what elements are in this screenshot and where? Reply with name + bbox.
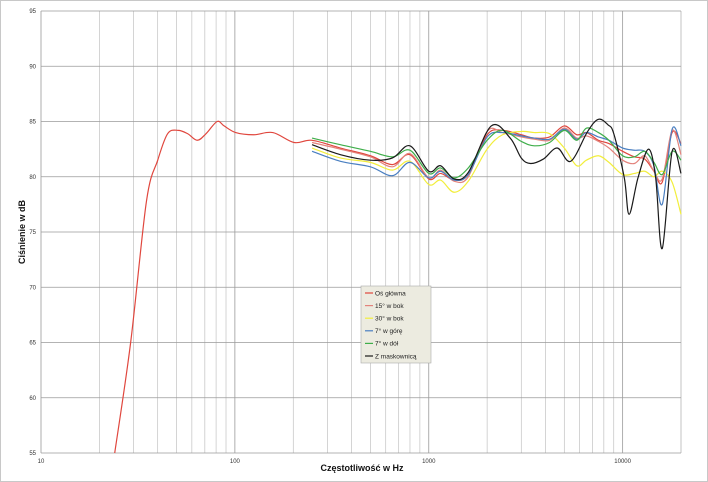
y-tick-label: 90 [29, 64, 36, 70]
x-tick-label: 100 [230, 459, 241, 465]
legend-label: 7° w dół [375, 340, 399, 348]
x-tick-label: 1000 [422, 459, 436, 465]
y-tick-label: 85 [29, 120, 36, 126]
y-tick-label: 55 [29, 451, 36, 457]
legend: Oś główna 15° w bok 30° w bok 7° w górę 7° w… [360, 285, 432, 364]
y-tick-label: 60 [29, 396, 36, 402]
x-ticks: 10 100 1000 10000 [38, 459, 632, 465]
series-line-6 [311, 118, 682, 250]
x-axis-title: Częstotliwość w Hz [320, 463, 404, 473]
x-tick-label: 10000 [614, 459, 631, 465]
legend-box [360, 285, 432, 364]
series-line-1 [114, 120, 682, 454]
series-line-2 [311, 127, 682, 184]
y-tick-label: 80 [29, 175, 36, 181]
y-axis-title: Ciśnienie w dB [17, 199, 27, 264]
legend-label: 15° w bok [375, 302, 404, 310]
legend-label: Oś główna [375, 290, 406, 297]
legend-label: 30° w bok [375, 315, 404, 323]
y-tick-label: 70 [29, 285, 36, 291]
series-line-5 [311, 127, 682, 179]
x-tick-label: 10 [38, 459, 45, 465]
legend-label: 7° w górę [375, 327, 403, 335]
y-tick-label: 65 [29, 341, 36, 347]
y-tick-label: 95 [29, 9, 36, 15]
series-line-3 [311, 130, 682, 215]
y-ticks: 55 60 65 70 75 80 85 90 95 [29, 9, 36, 457]
series-lines [114, 118, 682, 454]
y-tick-label: 75 [29, 230, 36, 236]
grid [40, 10, 682, 454]
legend-label: Z maskownicą [375, 353, 417, 360]
